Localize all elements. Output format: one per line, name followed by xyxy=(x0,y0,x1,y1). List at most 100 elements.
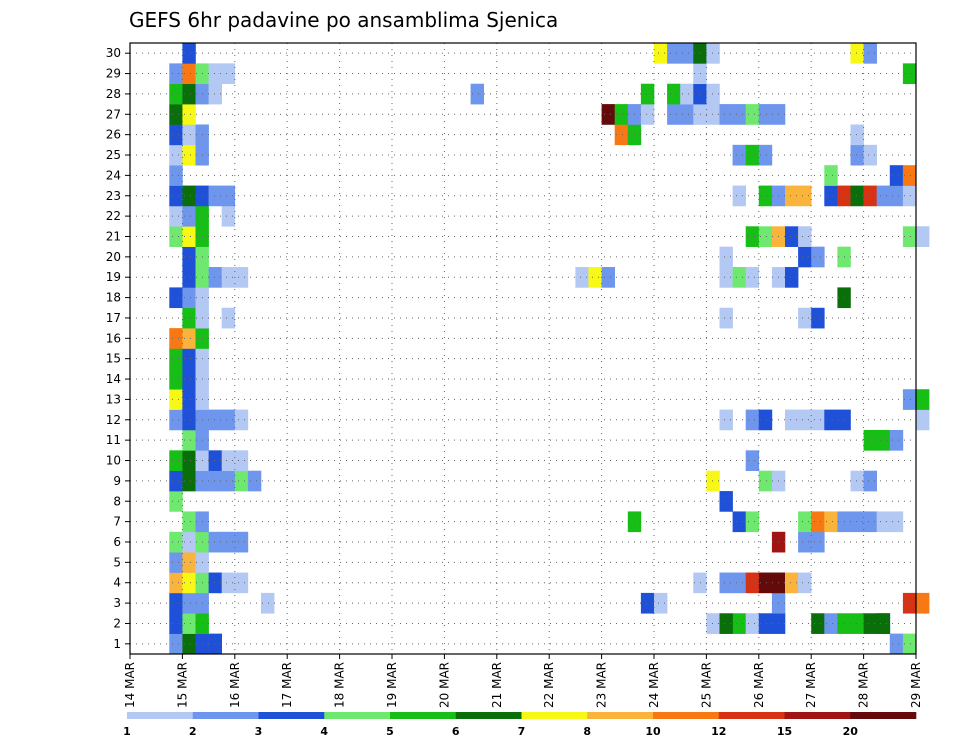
heatmap-cell xyxy=(706,43,720,64)
heatmap-cell xyxy=(208,531,222,553)
heatmap-cell xyxy=(169,409,183,431)
heatmap-cell xyxy=(719,246,733,268)
heatmap-cell xyxy=(182,185,196,207)
heatmap-cell xyxy=(811,511,825,533)
y-tick-label: 29 xyxy=(106,67,121,81)
heatmap-cell xyxy=(745,450,760,471)
heatmap-cell xyxy=(182,429,196,451)
heatmap-cell xyxy=(182,205,196,227)
heatmap-cell xyxy=(745,104,760,125)
heatmap-cell xyxy=(261,592,275,614)
x-tick-label: 16 MAR xyxy=(228,662,242,708)
heatmap-cell xyxy=(889,165,904,186)
heatmap-cell xyxy=(719,613,733,634)
heatmap-cell xyxy=(758,613,773,634)
heatmap-cell xyxy=(182,511,196,533)
heatmap-cell xyxy=(850,43,864,64)
heatmap-cell xyxy=(654,592,668,614)
heatmap-cell xyxy=(745,572,760,594)
colorbar-swatch xyxy=(850,712,917,719)
heatmap-cell xyxy=(824,409,838,431)
heatmap-cell xyxy=(876,511,891,533)
heatmap-cell xyxy=(221,572,236,594)
heatmap-cell xyxy=(745,267,760,288)
heatmap-cell xyxy=(182,246,196,268)
y-tick-label: 11 xyxy=(106,433,121,447)
heatmap-cell xyxy=(745,409,760,431)
heatmap-cell xyxy=(719,104,733,125)
y-tick-label: 7 xyxy=(113,515,121,529)
heatmap-cell xyxy=(758,470,773,492)
heatmap-cell xyxy=(234,572,249,594)
y-tick-label: 27 xyxy=(106,107,121,121)
heatmap-cell xyxy=(798,572,812,594)
heatmap-cell xyxy=(169,389,183,410)
heatmap-cell xyxy=(902,633,917,655)
heatmap-cell xyxy=(876,429,891,451)
heatmap-cell xyxy=(169,368,183,390)
heatmap-cell xyxy=(850,144,864,166)
heatmap-cell xyxy=(785,185,799,207)
heatmap-cell xyxy=(916,409,930,431)
heatmap-cell xyxy=(758,185,773,207)
x-tick-label: 29 MAR xyxy=(909,662,923,708)
colorbar-swatch xyxy=(127,712,194,719)
colorbar-label: 2 xyxy=(189,725,197,738)
heatmap-cell xyxy=(798,409,812,431)
heatmap-cell xyxy=(182,63,196,85)
colorbar-swatch xyxy=(192,712,259,719)
heatmap-cell xyxy=(221,450,236,471)
heatmap-cell xyxy=(221,63,236,85)
colorbar-label: 1 xyxy=(123,725,131,738)
x-tick-label: 23 MAR xyxy=(595,662,609,708)
heatmap-cell xyxy=(680,43,694,64)
heatmap-cell xyxy=(470,83,484,105)
heatmap-cell xyxy=(824,185,838,207)
heatmap-cell xyxy=(182,389,196,410)
heatmap-cell xyxy=(221,205,236,227)
y-tick-label: 1 xyxy=(113,637,121,651)
heatmap-cell xyxy=(234,267,249,288)
y-tick-label: 8 xyxy=(113,494,121,508)
heatmap-cell xyxy=(169,450,183,471)
heatmap-cell xyxy=(889,185,904,207)
y-tick-label: 16 xyxy=(106,331,121,345)
heatmap-cell xyxy=(182,226,196,247)
colorbar-label: 15 xyxy=(777,725,792,738)
heatmap-cell xyxy=(798,531,812,553)
heatmap-cell xyxy=(601,104,615,125)
heatmap-cell xyxy=(640,83,655,105)
colorbar: 1 2 3 4 5 6 7 8 10 12 15 20 xyxy=(123,712,917,738)
y-tick-label: 10 xyxy=(106,454,121,468)
colorbar-label: 6 xyxy=(452,725,460,738)
heatmap-cell xyxy=(680,104,694,125)
heatmap-cell xyxy=(640,104,655,125)
heatmap-cell xyxy=(182,348,196,370)
heatmap-cell xyxy=(614,104,629,125)
heatmap-cell xyxy=(798,307,812,329)
heatmap-cell xyxy=(824,165,838,186)
heatmap-cell xyxy=(182,552,196,573)
heatmap-cell xyxy=(182,572,196,594)
y-tick-label: 15 xyxy=(106,352,121,366)
heatmap-cell xyxy=(719,491,733,512)
colorbar-swatch xyxy=(390,712,457,719)
heatmap-cell xyxy=(785,409,799,431)
y-tick-label: 21 xyxy=(106,229,121,243)
heatmap-cell xyxy=(208,63,222,85)
heatmap-cell xyxy=(667,43,681,64)
y-tick-label: 25 xyxy=(106,148,121,162)
colorbar-swatch xyxy=(521,712,588,719)
colorbar-label: 5 xyxy=(386,725,394,738)
heatmap-cell xyxy=(732,267,746,288)
heatmap-cell xyxy=(169,104,183,125)
heatmap-cell xyxy=(667,104,681,125)
heatmap-cell xyxy=(169,124,183,146)
heatmap-cell xyxy=(182,144,196,166)
y-tick-label: 18 xyxy=(106,291,121,305)
y-tick-label: 9 xyxy=(113,474,121,488)
heatmap-cell xyxy=(182,267,196,288)
colorbar-label: 20 xyxy=(843,725,859,738)
heatmap-cell xyxy=(785,226,799,247)
